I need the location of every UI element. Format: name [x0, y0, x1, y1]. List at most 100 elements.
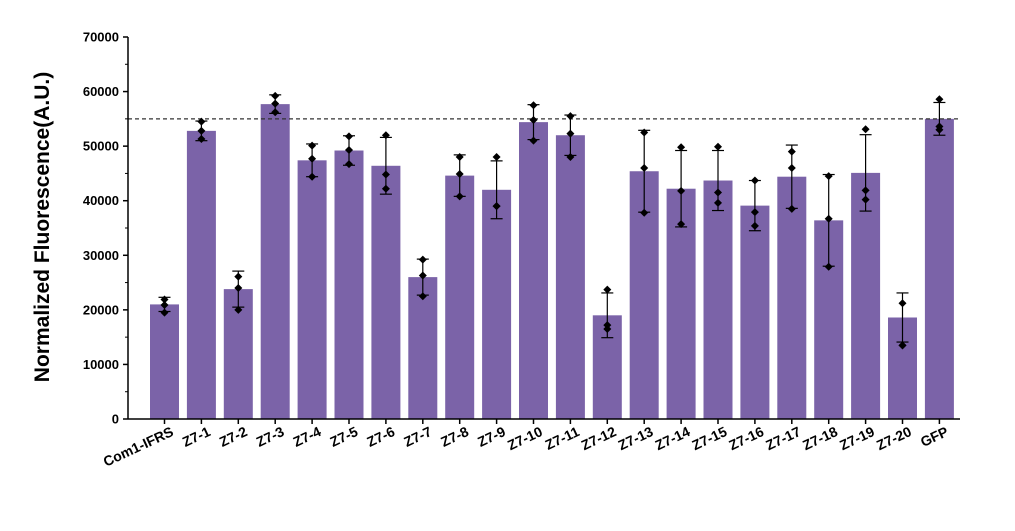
data-point-gfp-3	[935, 125, 944, 134]
bar-z7-7	[408, 277, 438, 419]
data-point-z7-19-2	[861, 186, 870, 195]
bar-z7-11	[555, 135, 585, 419]
data-point-z7-4-1	[308, 141, 317, 150]
data-point-z7-18-3	[824, 262, 833, 271]
bar-z7-19	[851, 172, 881, 419]
data-point-com1-ifrs-3	[160, 308, 169, 317]
data-point-z7-17-1	[787, 147, 796, 156]
bar-z7-1	[186, 130, 216, 419]
data-point-z7-5-1	[345, 132, 353, 141]
y-axis-title: Normalized Fluorescence(A.U.)	[31, 72, 54, 382]
data-point-z7-2-1	[234, 272, 243, 281]
x-tick-label-z7-19: Z7-19	[837, 423, 877, 453]
x-tick-label-z7-6: Z7-6	[364, 423, 397, 450]
data-point-z7-13-2	[640, 163, 649, 172]
data-point-z7-10-1	[529, 101, 538, 110]
data-point-z7-1-1	[197, 117, 206, 126]
data-point-z7-11-1	[566, 112, 575, 121]
data-point-z7-12-3	[603, 324, 612, 333]
data-point-z7-9-3	[492, 202, 501, 211]
x-tick-label-z7-8: Z7-8	[438, 423, 471, 450]
data-point-z7-13-1	[640, 128, 649, 137]
data-point-z7-3-3	[271, 108, 280, 117]
x-tick-label-z7-9: Z7-9	[475, 423, 508, 450]
x-tick-label-z7-4: Z7-4	[291, 423, 324, 450]
x-tick-label-z7-16: Z7-16	[726, 423, 766, 453]
bar-z7-16	[740, 205, 770, 419]
data-point-z7-8-3	[455, 192, 464, 201]
data-point-z7-1-3	[197, 135, 206, 144]
x-tick-label-z7-15: Z7-15	[689, 423, 729, 453]
bar-z7-3	[260, 104, 290, 419]
bar-z7-5	[334, 150, 364, 419]
data-point-z7-8-2	[455, 169, 464, 178]
data-point-z7-8-1	[455, 153, 464, 162]
data-point-z7-7-3	[418, 292, 427, 301]
x-tick-label-z7-14: Z7-14	[652, 423, 692, 453]
data-point-z7-7-1	[418, 255, 427, 264]
data-point-z7-18-1	[824, 172, 833, 181]
bar-com1-ifrs	[150, 304, 179, 419]
bar-z7-17	[777, 176, 807, 419]
data-point-z7-13-3	[640, 208, 649, 217]
data-point-z7-18-2	[824, 214, 833, 223]
data-point-z7-6-3	[381, 184, 390, 193]
data-point-z7-11-2	[566, 129, 575, 138]
y-tick-label: 60000	[83, 84, 119, 99]
bar-z7-9	[482, 189, 512, 419]
data-point-z7-7-2	[418, 271, 427, 280]
x-tick-label-z7-3: Z7-3	[254, 423, 287, 450]
y-tick-label: 70000	[83, 30, 119, 45]
bar-z7-8	[445, 175, 475, 419]
data-point-z7-15-2	[714, 188, 722, 197]
x-tick-label-z7-1: Z7-1	[180, 423, 213, 450]
data-point-z7-5-2	[345, 145, 353, 154]
x-tick-label-z7-7: Z7-7	[401, 423, 434, 450]
data-point-z7-19-1	[861, 125, 870, 134]
data-point-z7-10-2	[529, 115, 538, 124]
data-point-z7-14-3	[677, 220, 686, 229]
data-point-z7-15-3	[714, 198, 722, 207]
data-point-z7-4-3	[308, 172, 317, 181]
data-point-z7-20-1	[898, 299, 907, 308]
x-tick-label-z7-11: Z7-11	[542, 423, 581, 453]
data-point-com1-ifrs-2	[160, 300, 169, 309]
data-point-z7-9-1	[492, 153, 501, 162]
bar-gfp	[924, 118, 954, 419]
data-point-z7-6-1	[381, 131, 390, 140]
y-tick-label: 50000	[83, 139, 119, 154]
data-point-z7-4-2	[308, 154, 317, 163]
data-point-z7-10-3	[529, 136, 538, 145]
data-point-z7-1-2	[197, 126, 206, 135]
data-point-z7-15-1	[714, 142, 722, 151]
data-point-z7-14-1	[677, 143, 686, 152]
data-point-z7-3-1	[271, 91, 280, 100]
bar-z7-10	[519, 122, 548, 419]
data-point-com1-ifrs-1	[160, 295, 169, 304]
data-point-z7-17-2	[787, 163, 796, 172]
data-point-z7-17-3	[787, 204, 796, 213]
x-tick-label-com1-ifrs: Com1-IFRS	[101, 423, 176, 469]
bars-layer	[150, 104, 954, 419]
data-point-z7-5-3	[345, 160, 353, 169]
x-tick-label-z7-17: Z7-17	[763, 423, 803, 453]
y-tick-label: 0	[112, 412, 119, 427]
x-tick-label-z7-5: Z7-5	[327, 423, 360, 450]
data-point-z7-16-3	[750, 221, 759, 230]
x-tick-label-z7-20: Z7-20	[874, 423, 914, 453]
data-point-z7-11-3	[566, 153, 575, 162]
bar-z7-6	[371, 165, 401, 419]
x-tick-label-gfp: GFP	[918, 423, 951, 450]
x-tick-label-z7-13: Z7-13	[616, 423, 656, 453]
x-tick-label-z7-2: Z7-2	[217, 423, 250, 450]
data-point-z7-20-3	[898, 341, 907, 350]
data-point-z7-12-1	[603, 285, 612, 294]
bar-z7-15	[703, 180, 733, 419]
data-point-z7-2-2	[234, 284, 243, 293]
x-tick-label-z7-12: Z7-12	[579, 423, 619, 453]
data-point-z7-2-3	[234, 305, 243, 314]
bar-z7-4	[297, 160, 327, 419]
y-tick-label: 10000	[83, 357, 119, 372]
data-points-layer	[160, 91, 944, 350]
